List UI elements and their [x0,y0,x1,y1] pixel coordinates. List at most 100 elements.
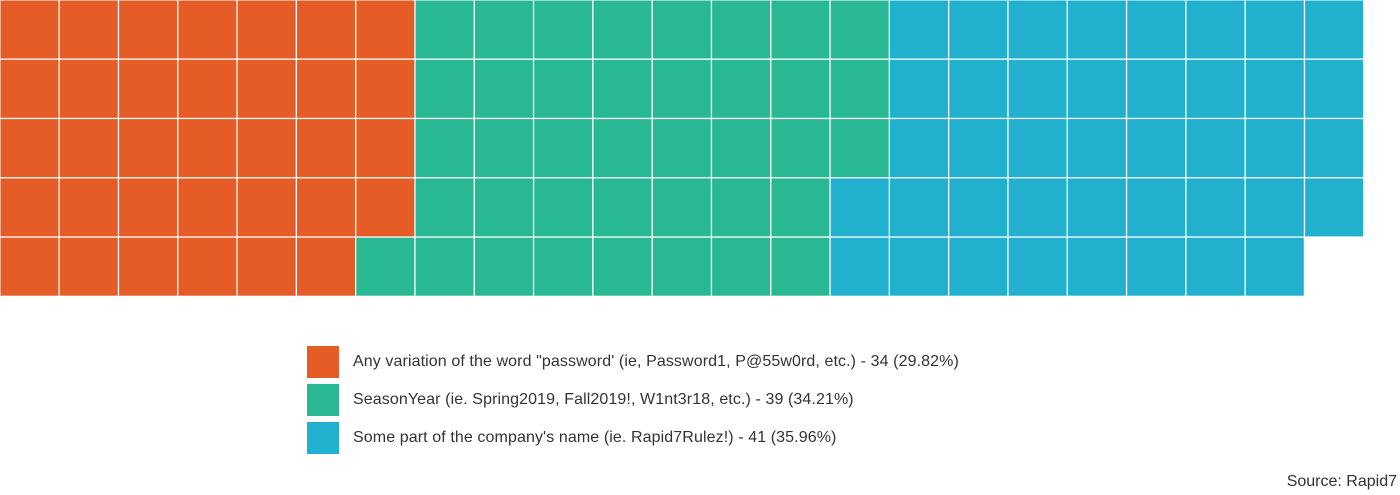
waffle-cell-series-2 [1008,59,1067,118]
waffle-cell-series-2 [1186,178,1245,237]
waffle-cell-series-1 [474,178,533,237]
waffle-cell-series-1 [652,178,711,237]
waffle-cell-series-0 [297,59,355,118]
waffle-cell-series-2 [1305,178,1364,237]
waffle-cell-series-1 [771,119,830,178]
waffle-cell-series-2 [890,119,948,178]
waffle-cell-series-1 [415,178,474,237]
waffle-cell-series-1 [534,178,593,237]
waffle-cell-series-0 [297,119,355,178]
waffle-cell-series-2 [949,119,1008,178]
waffle-cell-series-2 [949,237,1008,296]
waffle-cell-series-1 [830,59,889,118]
waffle-cell-series-0 [0,0,59,59]
waffle-cell-series-1 [474,0,533,59]
waffle-cell-series-2 [890,178,948,237]
waffle-cell-series-1 [534,237,593,296]
legend-item-company-name: Some part of the company's name (ie. Rap… [307,419,959,457]
legend-label-password: Any variation of the word "password' (ie… [353,353,959,370]
legend-label-seasonyear: SeasonYear (ie. Spring2019, Fall2019!, W… [353,391,854,408]
waffle-cell-series-2 [1067,119,1126,178]
waffle-cell-series-1 [534,0,593,59]
waffle-cell-series-0 [297,178,355,237]
waffle-cell-series-2 [1067,237,1126,296]
waffle-cell-series-1 [593,119,652,178]
waffle-cell-series-2 [1245,237,1304,296]
waffle-cell-series-0 [178,0,237,59]
waffle-cell-series-0 [178,59,237,118]
waffle-cell-series-1 [830,0,889,59]
waffle-cell-series-0 [237,237,296,296]
waffle-cell-series-2 [1127,237,1186,296]
waffle-cell-series-2 [1186,59,1245,118]
waffle-cell-series-1 [474,59,533,118]
waffle-cell-series-2 [890,237,948,296]
waffle-cell-series-1 [712,0,771,59]
legend-label-company-name: Some part of the company's name (ie. Rap… [353,429,837,446]
waffle-cell-series-1 [415,119,474,178]
waffle-cell-series-2 [1008,119,1067,178]
waffle-cell-series-2 [1245,0,1304,59]
waffle-cell-series-1 [534,119,593,178]
waffle-cell-series-1 [652,0,711,59]
waffle-cell-series-1 [771,237,830,296]
waffle-cell-series-1 [356,237,415,296]
waffle-cell-series-0 [356,119,415,178]
waffle-cell-series-0 [119,0,178,59]
waffle-cell-series-2 [1186,0,1245,59]
waffle-cell-series-0 [59,178,118,237]
waffle-cell-series-0 [0,59,59,118]
source-note: Source: Rapid7 [1286,473,1397,490]
waffle-cell-series-1 [593,59,652,118]
waffle-cell-series-0 [0,237,59,296]
waffle-cell-series-1 [593,237,652,296]
waffle-cell-series-0 [59,59,118,118]
waffle-cell-series-1 [415,237,474,296]
waffle-cell-series-2 [890,0,948,59]
waffle-cell-series-1 [474,237,533,296]
waffle-cell-series-1 [415,0,474,59]
waffle-cell-series-2 [890,59,948,118]
waffle-cell-series-2 [1305,0,1364,59]
waffle-cell-series-2 [1186,119,1245,178]
waffle-cell-series-0 [119,59,178,118]
waffle-grid [0,0,1364,296]
waffle-cell-series-0 [237,119,296,178]
waffle-cell-series-1 [771,178,830,237]
waffle-cell-series-2 [830,178,889,237]
waffle-cell-series-2 [1008,237,1067,296]
waffle-cell-series-0 [356,59,415,118]
waffle-cell-series-1 [830,119,889,178]
waffle-cell-series-1 [474,119,533,178]
waffle-cell-series-0 [119,178,178,237]
waffle-cell-series-0 [59,237,118,296]
waffle-cell-series-2 [949,59,1008,118]
waffle-cell-series-2 [949,178,1008,237]
waffle-cell-series-0 [178,119,237,178]
waffle-cell-series-1 [771,59,830,118]
waffle-cell-series-0 [119,119,178,178]
waffle-cell-series-2 [1245,59,1304,118]
legend-item-password: Any variation of the word "password' (ie… [307,343,959,381]
waffle-cell-series-1 [712,237,771,296]
waffle-cell-series-0 [237,178,296,237]
legend-swatch-password [307,346,339,378]
waffle-cell-series-2 [1186,237,1245,296]
waffle-cell-series-1 [415,59,474,118]
waffle-cell-series-2 [830,237,889,296]
waffle-cell-series-0 [356,0,415,59]
waffle-cell-series-0 [178,178,237,237]
legend: Any variation of the word "password' (ie… [307,343,959,457]
waffle-cell-series-2 [1305,59,1364,118]
waffle-cell-series-2 [1008,178,1067,237]
waffle-cell-series-1 [593,0,652,59]
waffle-cell-series-0 [178,237,237,296]
waffle-cell-series-0 [119,237,178,296]
waffle-cell-series-0 [297,0,355,59]
waffle-cell-series-1 [593,178,652,237]
waffle-cell-series-2 [1305,119,1364,178]
waffle-cell-series-0 [237,59,296,118]
waffle-cell-series-0 [297,237,355,296]
waffle-cell-series-2 [1008,0,1067,59]
legend-swatch-company-name [307,422,339,454]
